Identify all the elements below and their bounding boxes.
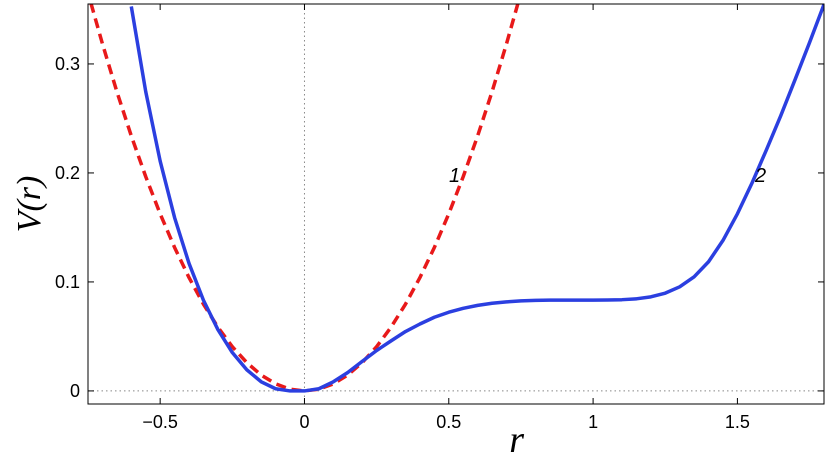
x-tick-label: −0.5 — [142, 412, 178, 432]
y-tick-label: 0 — [70, 381, 80, 401]
x-tick-label: 0 — [299, 412, 309, 432]
y-tick-label: 0.3 — [55, 54, 80, 74]
x-tick-label: 1 — [588, 412, 598, 432]
plot-frame — [87, 3, 825, 405]
y-tick-label: 0.2 — [55, 163, 80, 183]
series-2-line — [129, 4, 824, 393]
x-axis-label: r — [509, 419, 524, 461]
y-tick-label: 0.1 — [55, 272, 80, 292]
curve-label-1: 1 — [449, 165, 460, 187]
plot-area — [88, 4, 824, 404]
axis-ticks: −0.5 0 0.5 1 1.5 0 0.1 0.2 0.3 — [55, 4, 824, 432]
x-tick-label: 0.5 — [436, 412, 461, 432]
y-axis-label: V(r) — [11, 176, 48, 233]
x-tick-label: 1.5 — [725, 412, 750, 432]
curve-label-2: 2 — [754, 165, 766, 187]
